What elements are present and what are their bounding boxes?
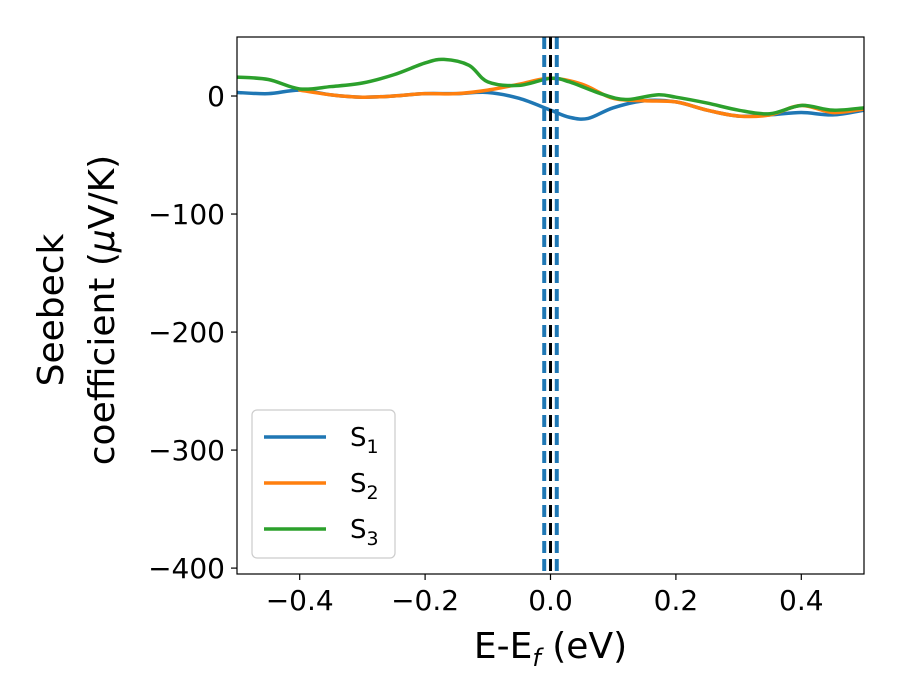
y-axis-label: Seebeck coefficient (μV/K)	[31, 155, 123, 465]
y-tick-label: −400	[148, 552, 225, 585]
x-tick-label: 0.4	[779, 584, 824, 617]
y-tick-label: 0	[207, 80, 225, 113]
y-axis-label-line1: Seebeck	[31, 233, 72, 386]
y-tick-label: −100	[148, 198, 225, 231]
x-axis-label: E-Ef (eV)	[474, 626, 627, 672]
legend-label-s3: S3	[350, 515, 379, 550]
legend: S1 S2 S3	[251, 409, 396, 559]
legend-label-s1: S1	[350, 423, 379, 458]
x-axis-ticks: −0.4 −0.2 0.0 0.2 0.4	[266, 574, 824, 617]
y-axis-ticks: 0 −100 −200 −300 −400	[148, 80, 237, 585]
plot-marks	[237, 37, 864, 574]
x-axis-label-main: E-E	[474, 626, 532, 667]
x-tick-label: −0.4	[266, 584, 334, 617]
x-tick-label: −0.2	[391, 584, 459, 617]
y-axis-label-mu: μ	[82, 229, 123, 253]
y-axis-label-text: coefficient (	[82, 252, 123, 465]
y-tick-label: −300	[148, 434, 225, 467]
x-tick-label: 0.2	[654, 584, 699, 617]
x-tick-label: 0.0	[528, 584, 573, 617]
y-axis-label-unit: V/K)	[82, 155, 123, 229]
y-tick-label: −200	[148, 316, 225, 349]
series-line-s3	[237, 57, 864, 116]
y-axis-label-line2: coefficient (μV/K)	[82, 155, 123, 465]
legend-label-s2: S2	[350, 469, 379, 504]
x-axis-label-unit: (eV)	[541, 626, 627, 667]
